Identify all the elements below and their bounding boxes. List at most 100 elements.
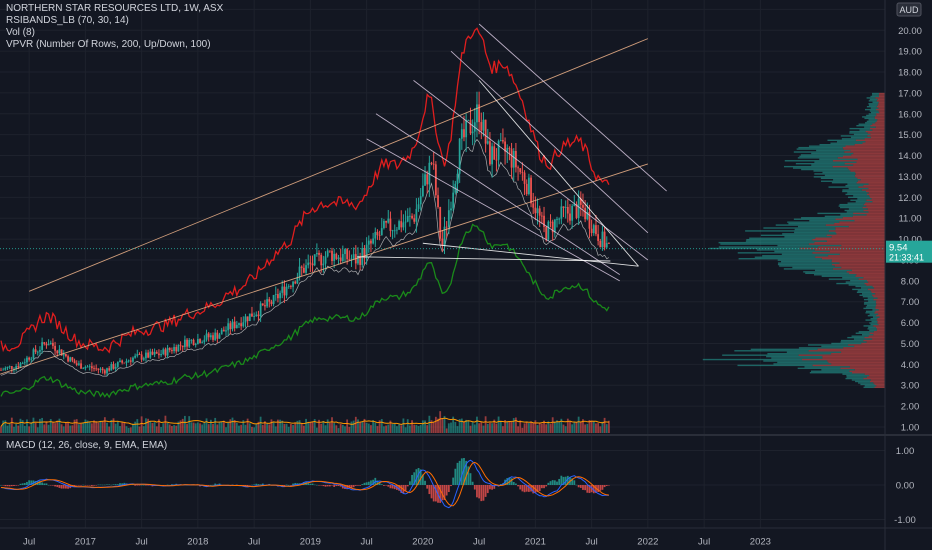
volume-bar — [549, 424, 552, 433]
volume-bar — [517, 426, 519, 433]
volume-bar — [151, 422, 154, 433]
macd-histogram-bar — [112, 484, 115, 485]
macd-histogram-bar — [290, 485, 292, 486]
macd-histogram-bar — [350, 485, 353, 488]
vpvr-up-bar — [870, 323, 879, 326]
volume-bar — [439, 411, 442, 433]
vpvr-up-bar — [794, 228, 836, 231]
vpvr-up-bar — [842, 373, 865, 375]
macd-histogram-bar — [605, 485, 608, 486]
volume-bar — [411, 420, 413, 433]
macd-histogram-bar — [140, 484, 143, 486]
vpvr-down-bar — [831, 259, 885, 261]
macd-histogram-bar — [584, 485, 587, 491]
volume-bar — [233, 419, 236, 433]
vpvr-down-bar — [875, 97, 885, 99]
candle-body — [411, 215, 413, 219]
volume-bar — [419, 424, 422, 433]
volume-bar — [450, 422, 452, 433]
time-tick-label: 2023 — [750, 537, 771, 548]
macd-histogram-bar — [67, 485, 69, 489]
vpvr-down-bar — [877, 317, 885, 320]
vpvr-down-bar — [854, 369, 885, 371]
volume-bar — [255, 423, 258, 433]
volume-bar — [4, 420, 7, 433]
volume-bar — [186, 423, 188, 433]
candle-body — [264, 305, 266, 307]
candle-body — [84, 366, 87, 369]
macd-histogram-bar — [58, 485, 61, 488]
macd-histogram-bar — [326, 485, 329, 487]
vpvr-down-bar — [831, 260, 885, 263]
vpvr-up-bar — [819, 144, 855, 146]
volume-bar — [287, 426, 290, 433]
vpvr-down-bar — [835, 231, 885, 234]
vpvr-legend[interactable]: VPVR (Number Of Rows, 200, Up/Down, 100) — [6, 39, 211, 50]
countdown-label: 21:33:41 — [889, 253, 924, 263]
vpvr-up-bar — [814, 161, 857, 163]
macd-histogram-bar — [26, 481, 28, 485]
candle-body — [272, 294, 275, 305]
macd-histogram-bar — [10, 485, 13, 487]
vpvr-down-bar — [867, 132, 885, 134]
vpvr-down-bar — [876, 304, 885, 307]
vpvr-down-bar — [850, 149, 885, 152]
candle-body — [77, 363, 80, 365]
candle-body — [97, 368, 100, 370]
candle-body — [400, 221, 403, 228]
macd-histogram-bar — [380, 484, 383, 485]
vpvr-up-bar — [814, 173, 856, 175]
candle-body — [571, 205, 574, 221]
macd-legend-title[interactable]: MACD (12, 26, close, 9, EMA, EMA) — [6, 440, 168, 451]
volume-bar — [333, 423, 336, 433]
macd-histogram-bar — [49, 485, 52, 486]
vpvr-down-bar — [878, 309, 885, 311]
vpvr-up-bar — [828, 186, 859, 188]
vol-legend[interactable]: Vol (8) — [6, 27, 35, 38]
symbol-title[interactable]: NORTHERN STAR RESOURCES LTD, 1W, ASX — [6, 3, 224, 14]
candle-body — [575, 204, 578, 218]
candle-body — [339, 257, 342, 261]
macd-histogram-bar — [391, 485, 394, 489]
candle-body — [274, 294, 277, 295]
vpvr-up-bar — [859, 294, 873, 296]
volume-bar — [86, 420, 89, 433]
macd-histogram-bar — [460, 458, 463, 485]
candle-body — [569, 213, 571, 221]
candle-body — [244, 316, 247, 323]
candle-body — [519, 168, 522, 173]
vpvr-up-bar — [763, 360, 828, 362]
volume-bar — [482, 425, 485, 433]
candle-body — [80, 363, 82, 369]
volume-bar — [506, 421, 509, 433]
macd-histogram-bar — [510, 478, 513, 485]
volume-bar — [207, 424, 210, 433]
candle-body — [523, 172, 526, 184]
vpvr-up-bar — [863, 303, 877, 305]
rsibands-legend[interactable]: RSIBANDS_LB (70, 30, 14) — [6, 15, 129, 26]
wedge-lower-line — [422, 242, 639, 267]
macd-histogram-bar — [77, 485, 80, 486]
macd-histogram-bar — [370, 480, 372, 485]
vpvr-down-bar — [812, 364, 885, 367]
macd-histogram-bar — [97, 484, 100, 486]
vpvr-down-bar — [876, 114, 885, 117]
volume-bar — [551, 417, 554, 433]
macd-histogram-bar — [8, 485, 11, 487]
vpvr-up-bar — [858, 123, 873, 125]
candle-body — [86, 366, 89, 368]
volume-bar — [575, 422, 578, 433]
candle-body — [121, 360, 124, 363]
volume-bar — [103, 417, 106, 433]
macd-histogram-bar — [599, 485, 602, 491]
candle-body — [536, 208, 539, 214]
volume-bar — [406, 419, 409, 433]
vpvr-down-bar — [834, 265, 885, 267]
volume-bar — [322, 420, 325, 433]
candle-body — [188, 339, 191, 347]
vpvr-down-bar — [863, 203, 885, 206]
vpvr-up-bar — [804, 366, 850, 368]
volume-bar — [478, 423, 481, 433]
volume-bar — [166, 422, 169, 433]
